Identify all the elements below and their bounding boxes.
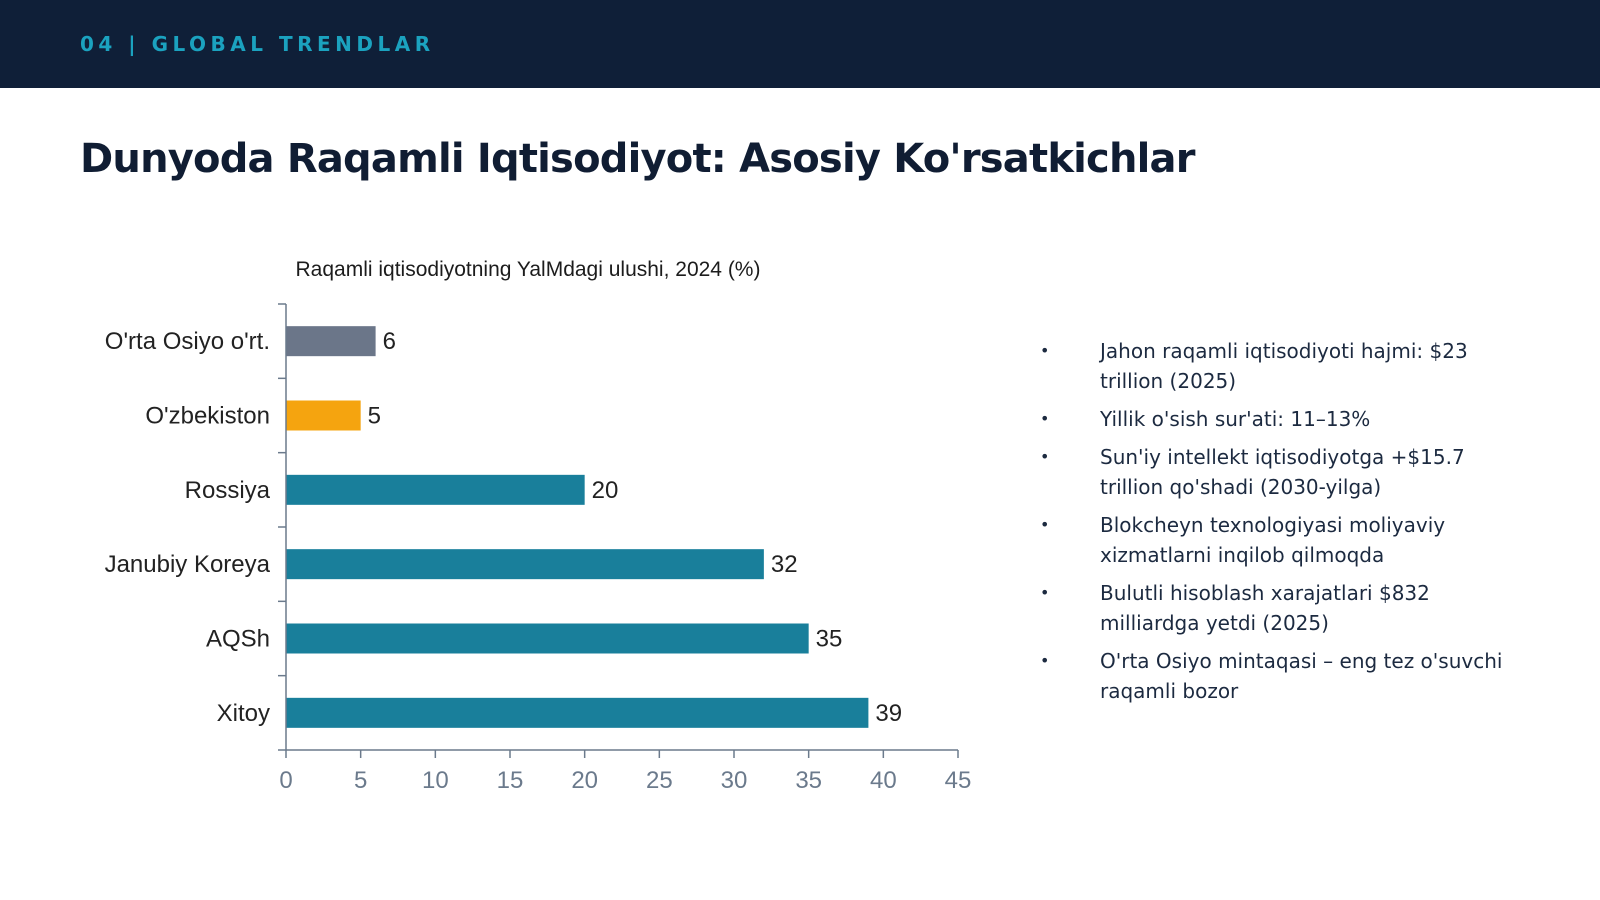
bullet-text: O'rta Osiyo mintaqasi – eng tez o'suvchi… (1100, 649, 1503, 703)
category-label: Xitoy (217, 700, 270, 727)
bullet-list: • Jahon raqamli iqtisodiyoti hajmi: $23 t… (1036, 336, 1526, 714)
section-label: 04 | GLOBAL TRENDLAR (80, 32, 435, 56)
category-label: AQSh (206, 626, 270, 653)
category-label: Rossiya (185, 477, 271, 504)
x-tick-label: 15 (497, 767, 524, 794)
data-label: 35 (816, 626, 843, 653)
bullet-text: Bulutli hisoblash xarajatlari $832 milli… (1100, 581, 1430, 635)
data-label: 6 (383, 328, 396, 355)
bullet-text: Jahon raqamli iqtisodiyoti hajmi: $23 tr… (1100, 339, 1468, 393)
bullet-item: • Yillik o'sish sur'ati: 11–13% (1036, 404, 1526, 434)
bullet-dot-icon: • (1040, 341, 1050, 360)
x-tick-label: 40 (870, 767, 897, 794)
bar (286, 400, 361, 431)
bar (286, 623, 809, 654)
bullet-dot-icon: • (1040, 583, 1050, 602)
bullet-dot-icon: • (1040, 651, 1050, 670)
x-tick-label: 45 (945, 767, 972, 794)
x-tick-label: 10 (422, 767, 449, 794)
bullet-text: Blokcheyn texnologiyasi moliyaviy xizmat… (1100, 513, 1446, 567)
header-bar: 04 | GLOBAL TRENDLAR (0, 0, 1600, 88)
bullet-item: • O'rta Osiyo mintaqasi – eng tez o'suvch… (1036, 646, 1526, 706)
x-tick-label: 5 (354, 767, 367, 794)
bars-layer: O'rta Osiyo o'rt. 6 O'zbekiston 5 Rossiya 20 J… (105, 326, 902, 728)
category-label: O'zbekiston (145, 403, 270, 430)
chart-title: Raqamli iqtisodiyotning YalMdagi ulushi,… (296, 258, 761, 281)
category-label: Janubiy Koreya (105, 551, 271, 578)
bar (286, 474, 585, 505)
x-tick-label: 30 (721, 767, 748, 794)
bullet-item: • Blokcheyn texnologiyasi moliyaviy xizma… (1036, 510, 1526, 570)
bar (286, 549, 764, 580)
data-label: 20 (592, 477, 619, 504)
data-label: 5 (368, 403, 381, 430)
x-tick-label: 0 (279, 767, 292, 794)
bar-chart: Raqamli iqtisodiyotning YalMdagi ulushi,… (105, 258, 972, 794)
axis-layer: 0 5 10 15 20 25 30 35 40 45 (278, 303, 972, 794)
data-label: 39 (875, 700, 902, 727)
bullet-dot-icon: • (1040, 447, 1050, 466)
category-label: O'rta Osiyo o'rt. (105, 328, 270, 355)
x-tick-label: 35 (795, 767, 822, 794)
page-title: Dunyoda Raqamli Iqtisodiyot: Asosiy Ko'r… (80, 136, 1195, 182)
data-label: 32 (771, 551, 798, 578)
bullet-item: • Bulutli hisoblash xarajatlari $832 mill… (1036, 578, 1526, 638)
bar (286, 326, 376, 357)
bullet-item: • Sun'iy intellekt iqtisodiyotga +$15.7 t… (1036, 442, 1526, 502)
bar (286, 697, 869, 728)
bullet-dot-icon: • (1040, 409, 1050, 428)
bullet-dot-icon: • (1040, 515, 1050, 534)
x-tick-label: 20 (571, 767, 598, 794)
bullet-text: Yillik o'sish sur'ati: 11–13% (1100, 407, 1371, 431)
bullet-item: • Jahon raqamli iqtisodiyoti hajmi: $23 t… (1036, 336, 1526, 396)
bullet-text: Sun'iy intellekt iqtisodiyotga +$15.7 tr… (1100, 445, 1465, 499)
x-tick-label: 25 (646, 767, 673, 794)
